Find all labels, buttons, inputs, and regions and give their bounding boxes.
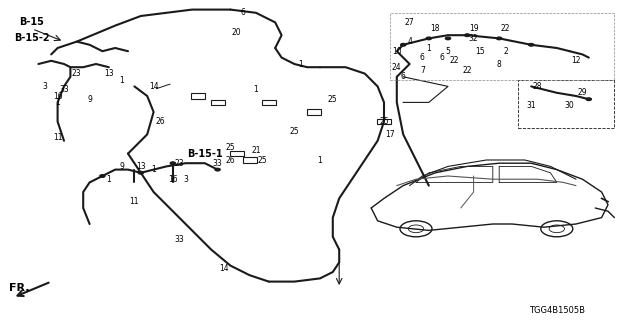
Text: 9: 9 xyxy=(87,95,92,104)
Circle shape xyxy=(541,221,573,237)
Text: 3: 3 xyxy=(42,82,47,91)
Text: 22: 22 xyxy=(450,56,459,65)
Circle shape xyxy=(529,44,534,46)
Circle shape xyxy=(465,34,470,36)
Text: 33: 33 xyxy=(174,236,184,244)
Bar xyxy=(191,93,205,99)
Text: 23: 23 xyxy=(174,159,184,168)
Text: 4: 4 xyxy=(407,37,412,46)
Text: 8: 8 xyxy=(497,60,502,68)
Text: 30: 30 xyxy=(564,101,575,110)
Text: 25: 25 xyxy=(289,127,300,136)
Bar xyxy=(262,100,276,105)
Bar xyxy=(307,109,321,115)
Text: 33: 33 xyxy=(212,159,223,168)
Text: 13: 13 xyxy=(104,69,114,78)
Circle shape xyxy=(100,175,105,177)
Text: 29: 29 xyxy=(577,88,588,97)
Text: 32: 32 xyxy=(468,34,479,43)
Text: 12: 12 xyxy=(572,56,580,65)
Text: 1: 1 xyxy=(106,175,111,184)
Text: 31: 31 xyxy=(526,101,536,110)
Text: 24: 24 xyxy=(392,63,402,72)
Text: 22: 22 xyxy=(463,66,472,75)
Text: 3: 3 xyxy=(183,175,188,184)
Bar xyxy=(230,151,244,156)
Text: 7: 7 xyxy=(420,66,425,75)
Bar xyxy=(243,157,257,163)
Text: B-15: B-15 xyxy=(20,17,44,28)
Text: 16: 16 xyxy=(52,92,63,100)
Circle shape xyxy=(408,225,424,233)
Text: 25: 25 xyxy=(225,143,236,152)
Text: 1: 1 xyxy=(426,44,431,52)
Text: B-15-1: B-15-1 xyxy=(187,148,223,159)
Text: 1: 1 xyxy=(253,85,259,94)
Text: 33: 33 xyxy=(59,85,69,94)
Text: 13: 13 xyxy=(136,162,146,171)
Text: 25: 25 xyxy=(257,156,268,164)
Text: 6: 6 xyxy=(401,72,406,81)
Text: 11: 11 xyxy=(53,133,62,142)
Text: 2: 2 xyxy=(503,47,508,56)
Text: 18: 18 xyxy=(431,24,440,33)
Text: 6: 6 xyxy=(241,8,246,17)
Text: 9: 9 xyxy=(119,162,124,171)
Circle shape xyxy=(170,162,175,164)
Bar xyxy=(377,119,391,124)
Text: 26: 26 xyxy=(225,156,236,164)
Circle shape xyxy=(497,37,502,40)
Text: 27: 27 xyxy=(404,18,415,27)
Text: 5: 5 xyxy=(445,47,451,56)
Text: 17: 17 xyxy=(385,130,396,139)
Circle shape xyxy=(401,44,406,46)
Text: 16: 16 xyxy=(168,175,178,184)
Text: 25: 25 xyxy=(328,95,338,104)
Text: 22: 22 xyxy=(501,24,510,33)
Text: 11: 11 xyxy=(130,197,139,206)
Circle shape xyxy=(445,37,451,40)
Text: 28: 28 xyxy=(533,82,542,91)
Text: 19: 19 xyxy=(468,24,479,33)
Text: 23: 23 xyxy=(72,69,82,78)
Text: TGG4B1505B: TGG4B1505B xyxy=(529,306,585,315)
Text: 1: 1 xyxy=(119,76,124,84)
Bar xyxy=(211,100,225,105)
Text: 1: 1 xyxy=(317,156,323,164)
Text: 25: 25 xyxy=(379,117,389,126)
Text: 14: 14 xyxy=(219,264,229,273)
Circle shape xyxy=(400,221,432,237)
Text: 21: 21 xyxy=(252,146,260,155)
Text: 10: 10 xyxy=(392,47,402,56)
Circle shape xyxy=(426,37,431,40)
Text: FR.: FR. xyxy=(9,283,29,293)
Text: 20: 20 xyxy=(232,28,242,36)
Text: 15: 15 xyxy=(475,47,485,56)
Text: 26: 26 xyxy=(155,117,165,126)
Circle shape xyxy=(215,168,220,171)
Text: 6: 6 xyxy=(420,53,425,62)
Text: 1: 1 xyxy=(151,165,156,174)
Text: B-15-2: B-15-2 xyxy=(14,33,50,44)
Text: 6: 6 xyxy=(439,53,444,62)
Text: 1: 1 xyxy=(55,98,60,107)
Circle shape xyxy=(138,172,143,174)
Text: 1: 1 xyxy=(298,60,303,68)
Text: 14: 14 xyxy=(148,82,159,91)
Circle shape xyxy=(549,225,564,233)
Circle shape xyxy=(586,98,591,100)
